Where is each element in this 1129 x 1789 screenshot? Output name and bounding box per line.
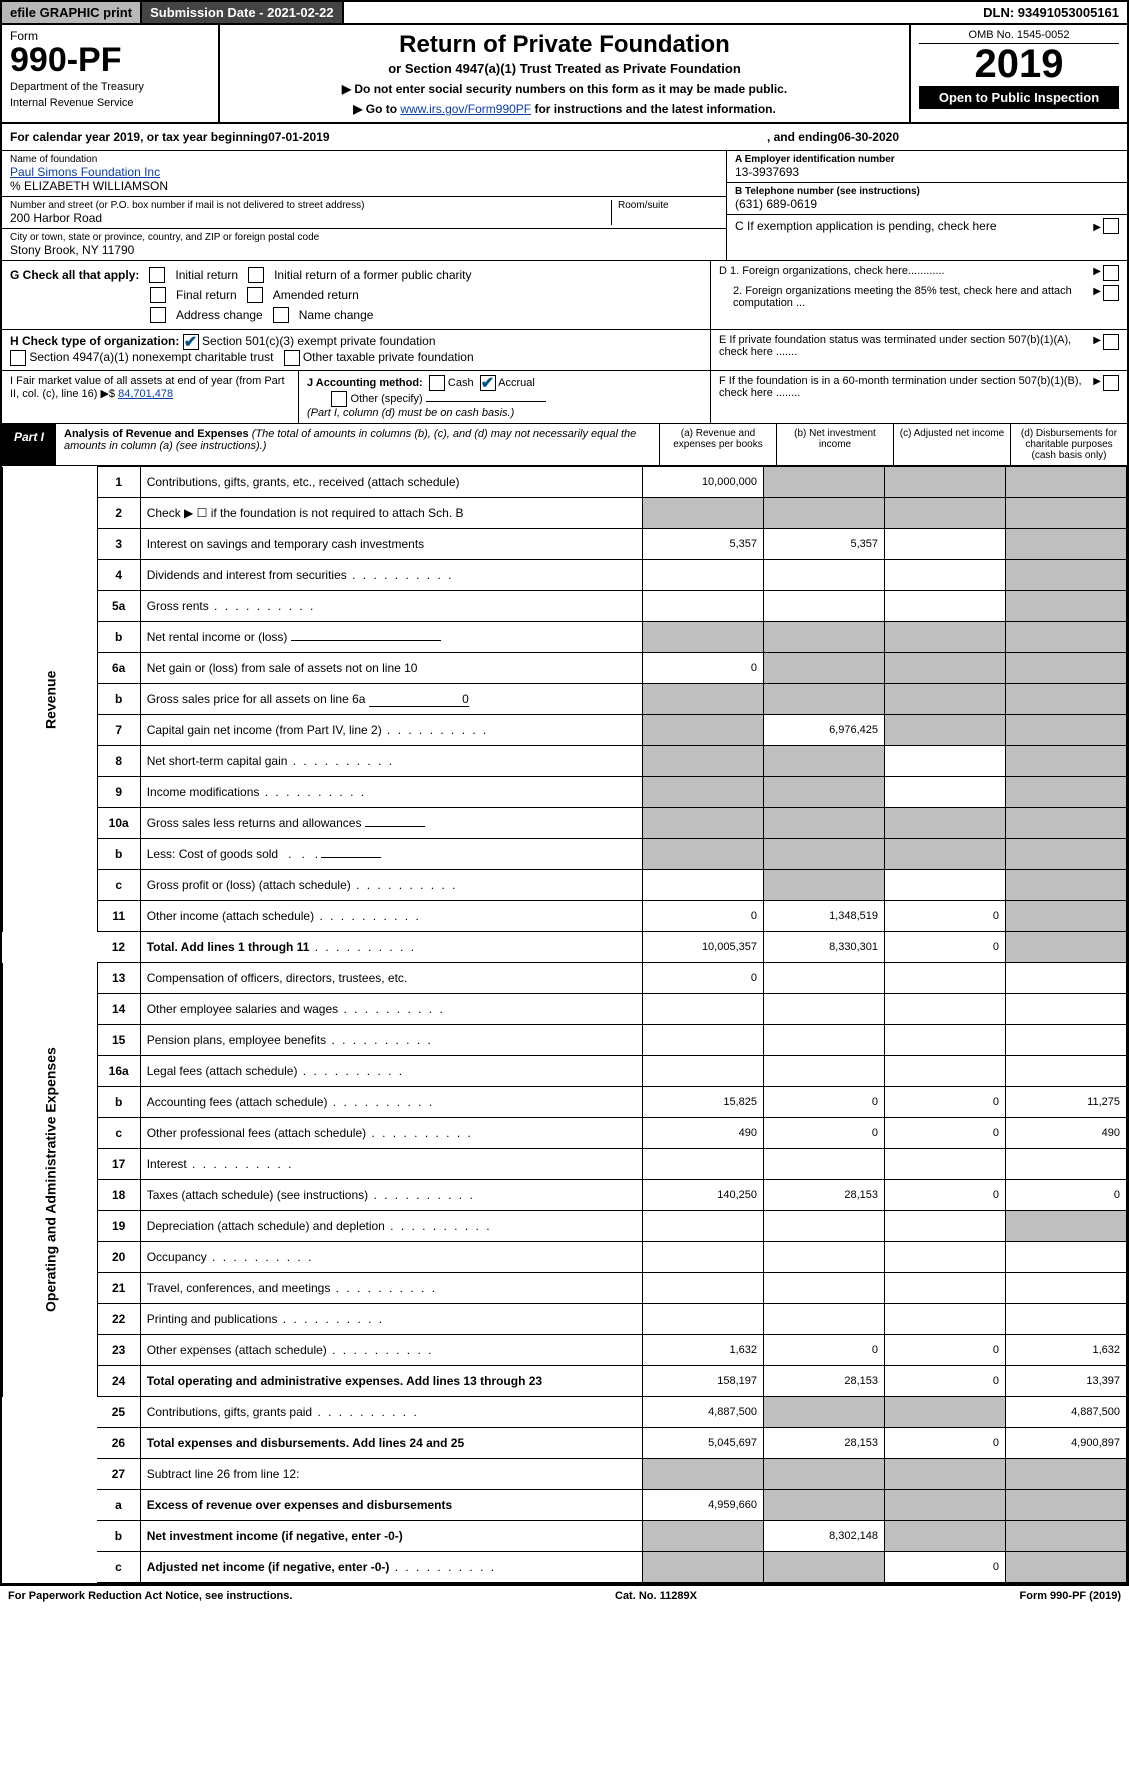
city-label: City or town, state or province, country…: [10, 232, 718, 243]
note2-post: for instructions and the latest informat…: [531, 102, 776, 116]
name-change-checkbox[interactable]: [273, 307, 289, 323]
initial-return-former-checkbox[interactable]: [248, 267, 264, 283]
phone-label: B Telephone number (see instructions): [735, 186, 920, 197]
j-note: (Part I, column (d) must be on cash basi…: [307, 407, 514, 419]
cash-checkbox[interactable]: [429, 375, 445, 391]
name-label: Name of foundation: [10, 154, 718, 165]
address: 200 Harbor Road: [10, 211, 611, 225]
info-block: Name of foundation Paul Simons Foundatio…: [2, 151, 1127, 261]
foundation-name[interactable]: Paul Simons Foundation Inc: [10, 165, 160, 179]
instructions-link[interactable]: www.irs.gov/Form990PF: [400, 102, 531, 116]
dept: Department of the Treasury: [10, 81, 210, 93]
col-b-head: (b) Net investment income: [776, 424, 893, 465]
dln: DLN: 93491053005161: [975, 2, 1127, 23]
e-checkbox[interactable]: [1103, 334, 1119, 350]
phone: (631) 689-0619: [735, 197, 1119, 211]
footer-right: Form 990-PF (2019): [1020, 1590, 1121, 1602]
topbar: efile GRAPHIC print Submission Date - 20…: [2, 2, 1127, 25]
col-d-head: (d) Disbursements for charitable purpose…: [1010, 424, 1127, 465]
f-label: F If the foundation is in a 60-month ter…: [719, 375, 1093, 419]
fmv-link[interactable]: 84,701,478: [118, 388, 173, 400]
addr-label: Number and street (or P.O. box number if…: [10, 200, 611, 211]
footer-left: For Paperwork Reduction Act Notice, see …: [8, 1590, 292, 1602]
col-c-head: (c) Adjusted net income: [893, 424, 1010, 465]
f-checkbox[interactable]: [1103, 375, 1119, 391]
other-method-checkbox[interactable]: [331, 391, 347, 407]
note1: ▶ Do not enter social security numbers o…: [342, 82, 787, 96]
submission-date: Submission Date - 2021-02-22: [142, 2, 344, 23]
form-title: Return of Private Foundation: [232, 31, 897, 59]
irs: Internal Revenue Service: [10, 97, 210, 109]
accrual-checkbox[interactable]: [480, 375, 496, 391]
h-501c3-checkbox[interactable]: [183, 334, 199, 350]
form-subtitle: or Section 4947(a)(1) Trust Treated as P…: [232, 61, 897, 76]
c-checkbox[interactable]: [1103, 218, 1119, 234]
open-to-public: Open to Public Inspection: [919, 86, 1119, 109]
form-number: 990-PF: [10, 43, 210, 77]
city: Stony Brook, NY 11790: [10, 243, 718, 257]
ein: 13-3937693: [735, 165, 1119, 179]
header: Form 990-PF Department of the Treasury I…: [2, 25, 1127, 124]
revenue-side-label: Revenue: [3, 467, 98, 932]
h-other-checkbox[interactable]: [284, 350, 300, 366]
c-label: C If exemption application is pending, c…: [735, 219, 1093, 233]
tax-year-begin: 07-01-2019: [268, 130, 329, 144]
room-label: Room/suite: [618, 200, 718, 211]
footer-mid: Cat. No. 11289X: [615, 1590, 697, 1602]
address-change-checkbox[interactable]: [150, 307, 166, 323]
note2-pre: ▶ Go to: [353, 102, 400, 116]
tax-year-end: 06-30-2020: [838, 130, 899, 144]
d1-label: D 1. Foreign organizations, check here..…: [719, 265, 1093, 281]
efile-label: efile GRAPHIC print: [2, 2, 142, 23]
form-container: efile GRAPHIC print Submission Date - 20…: [0, 0, 1129, 1585]
d2-label: 2. Foreign organizations meeting the 85%…: [719, 285, 1093, 309]
d2-checkbox[interactable]: [1103, 285, 1119, 301]
attn: % ELIZABETH WILLIAMSON: [10, 179, 718, 193]
j-label: J Accounting method:: [307, 377, 423, 389]
h-label: H Check type of organization:: [10, 334, 179, 348]
col-a-head: (a) Revenue and expenses per books: [659, 424, 776, 465]
g-label: G Check all that apply:: [10, 268, 139, 282]
initial-return-checkbox[interactable]: [149, 267, 165, 283]
part1-header: Part I Analysis of Revenue and Expenses …: [2, 424, 1127, 466]
part1-label: Part I: [2, 424, 56, 465]
h-4947-checkbox[interactable]: [10, 350, 26, 366]
tax-year: 2019: [919, 44, 1119, 84]
amended-return-checkbox[interactable]: [247, 287, 263, 303]
final-return-checkbox[interactable]: [150, 287, 166, 303]
e-label: E If private foundation status was termi…: [719, 334, 1093, 366]
d1-checkbox[interactable]: [1103, 265, 1119, 281]
ein-label: A Employer identification number: [735, 154, 895, 165]
expenses-side-label: Operating and Administrative Expenses: [3, 963, 98, 1397]
calendar-year-row: For calendar year 2019, or tax year begi…: [2, 124, 1127, 151]
footer: For Paperwork Reduction Act Notice, see …: [0, 1585, 1129, 1606]
part1-table: Revenue 1Contributions, gifts, grants, e…: [2, 466, 1127, 1583]
